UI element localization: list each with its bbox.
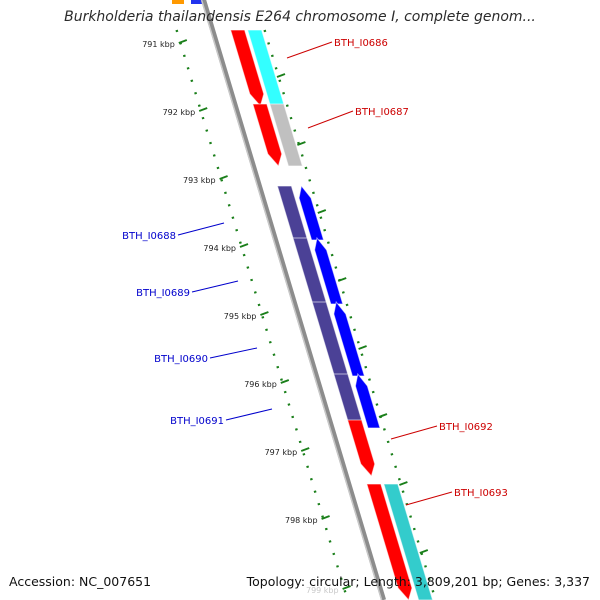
bth_i0686-label: BTH_I0686: [334, 38, 388, 49]
bth_i0693-feature: [383, 483, 434, 600]
bth_i0691-leader-line: [225, 408, 273, 421]
bth_i0690-leader-line: [209, 347, 258, 359]
backbone-highlight: [200, 0, 383, 600]
major-tick: [219, 175, 228, 180]
tick-label-798-kbp: 798 kbp: [285, 516, 318, 525]
major-tick: [260, 311, 269, 316]
major-tick: [358, 345, 367, 350]
bth_i0689-label: BTH_I0689: [136, 288, 190, 299]
tick-label-795-kbp: 795 kbp: [224, 312, 257, 321]
right-tick-rail: [263, 29, 437, 600]
bth_i0687-label: BTH_I0687: [355, 107, 409, 118]
bth_i0693-leader-line: [405, 491, 453, 506]
bth_i0693-cds: [366, 483, 413, 600]
bth_i0693-label: BTH_I0693: [454, 488, 508, 499]
major-tick: [342, 585, 351, 590]
genome-summary-text: Topology: circular; Length: 3,809,201 bp…: [246, 574, 590, 589]
prev-gene-fragment: [172, 0, 184, 4]
accession-text: Accession: NC_007651: [9, 574, 152, 589]
tick-label-799-kbp: 799 kbp: [306, 586, 339, 595]
gene-tracks: [229, 29, 434, 600]
major-tick: [317, 209, 327, 214]
previous-genes-edge: [172, 0, 205, 4]
prev-gene-fragment: [191, 0, 205, 4]
tick-label-793-kbp: 793 kbp: [183, 176, 216, 185]
bth_i0686-cds: [229, 29, 265, 108]
backbone-track: [200, 0, 386, 600]
tick-label-792-kbp: 792 kbp: [163, 108, 196, 117]
bth_i0686-leader-line: [286, 41, 333, 59]
major-tick: [399, 481, 408, 486]
tick-label-796-kbp: 796 kbp: [244, 380, 277, 389]
major-tick: [419, 549, 429, 554]
bth_i0691-cds: [354, 372, 381, 429]
bth_i0688-label: BTH_I0688: [122, 231, 176, 242]
left-tick-rail: [175, 29, 349, 600]
gene-labels: BTH_I0686 BTH_I0687 BTH_I0688 BTH_I0689 BTH_…: [122, 38, 508, 506]
major-tick: [276, 73, 286, 78]
bth_i0688-leader-line: [177, 222, 225, 236]
major-tick: [337, 277, 347, 282]
bth_i0692-label: BTH_I0692: [439, 422, 493, 433]
tick-labels: 791 kbp 792 kbp 793 kbp 794 kbp 795 kbp 796 k…: [142, 39, 429, 595]
map-title: Burkholderia thailandensis E264 chromoso…: [64, 9, 536, 25]
bth_i0691-label: BTH_I0691: [170, 416, 224, 427]
tick-label-791-kbp: 791 kbp: [142, 40, 175, 49]
major-tick: [178, 39, 188, 44]
major-tick: [321, 515, 330, 520]
bth_i0690-label: BTH_I0690: [154, 354, 208, 365]
major-tick: [280, 379, 290, 384]
bth_i0687-leader-line: [307, 110, 354, 129]
tick-label-797-kbp: 797 kbp: [265, 448, 298, 457]
major-tick: [239, 243, 249, 248]
major-tick: [297, 141, 306, 146]
bth_i0692-leader-line: [390, 425, 438, 440]
major-tick: [198, 107, 208, 112]
bth_i0692-cds: [346, 419, 376, 478]
tick-label-794-kbp: 794 kbp: [203, 244, 236, 253]
bth_i0687-cds: [252, 103, 283, 168]
bth_i0689-leader-line: [191, 280, 239, 293]
bth_i0687-feature: [269, 103, 304, 167]
backbone-line: [201, 0, 386, 600]
major-tick: [378, 413, 388, 418]
major-tick: [300, 447, 310, 452]
